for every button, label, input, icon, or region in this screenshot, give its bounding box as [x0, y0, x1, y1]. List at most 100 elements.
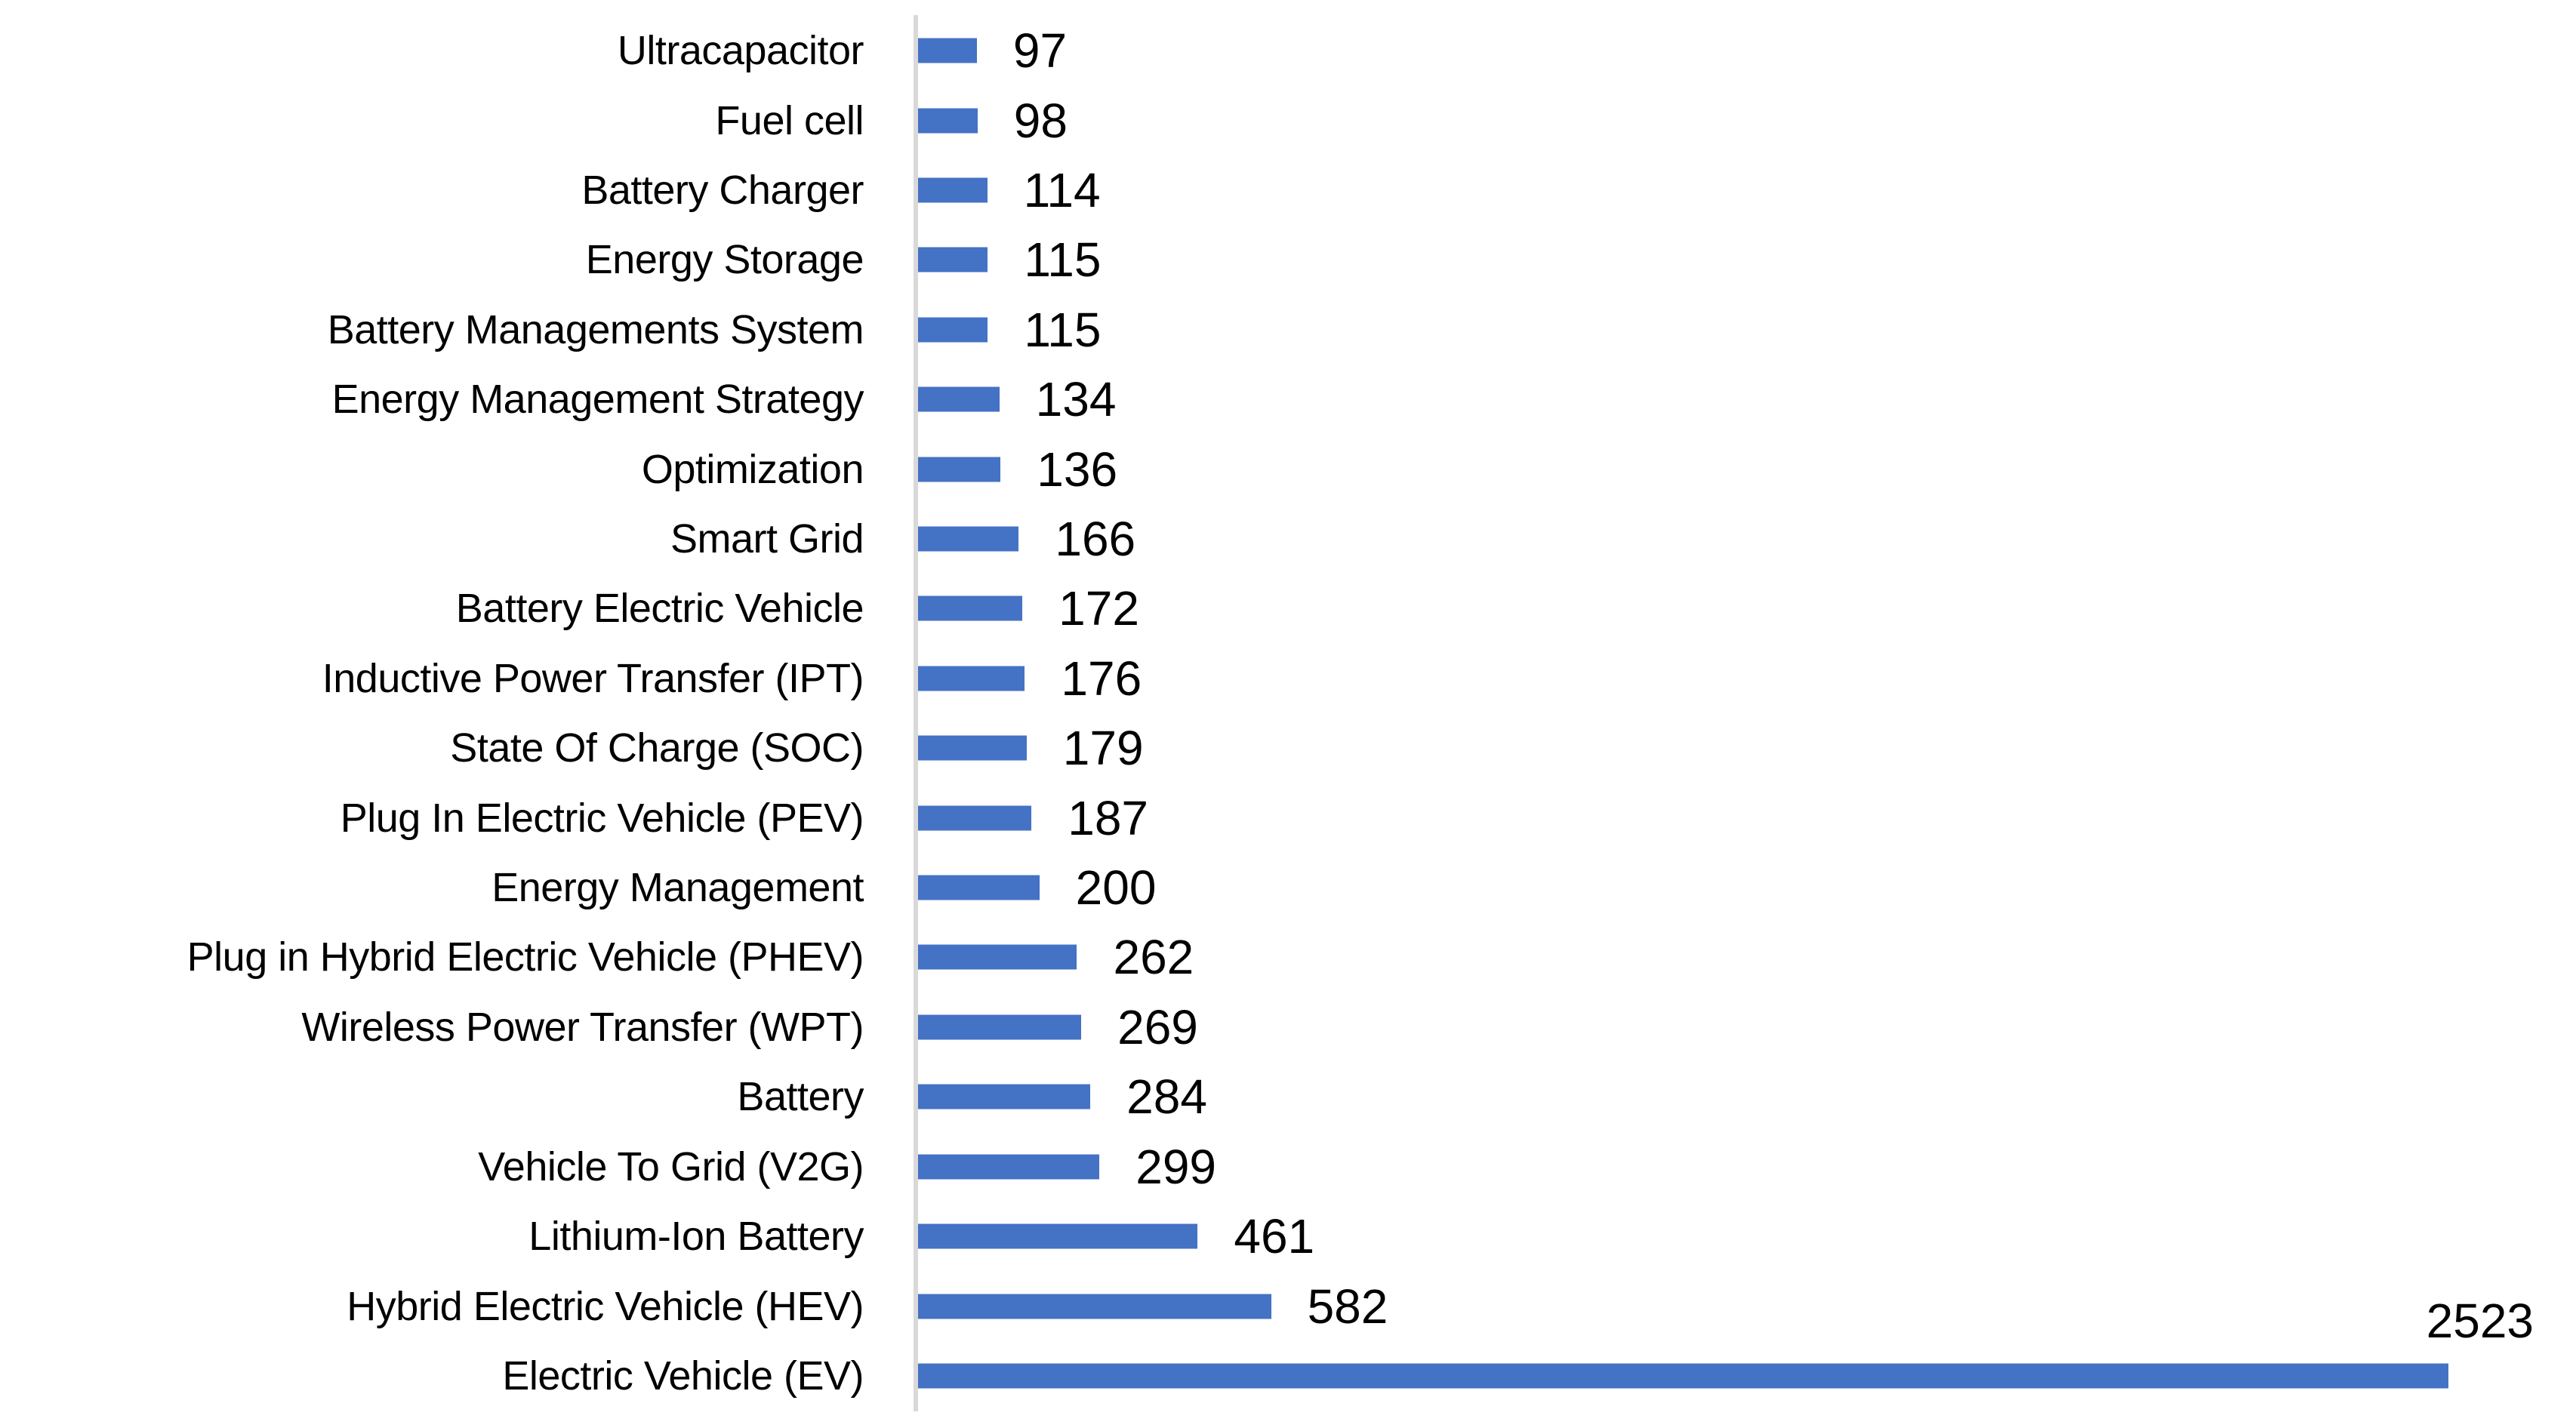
chart-row: Energy Management Strategy 134 — [0, 365, 2576, 434]
bar — [918, 38, 977, 63]
chart-row: Inductive Power Transfer (IPT) 176 — [0, 644, 2576, 713]
bar — [918, 875, 1040, 900]
category-label: Ultracapacitor — [617, 28, 864, 74]
bar-area: 200 — [918, 853, 2576, 922]
category-label: Vehicle To Grid (V2G) — [478, 1143, 864, 1189]
chart-rows: Ultracapacitor 97 Fuel cell 98 Battery C… — [0, 16, 2576, 1411]
chart-row: Lithium-Ion Battery 461 — [0, 1202, 2576, 1271]
category-label: Plug in Hybrid Electric Vehicle (PHEV) — [186, 934, 864, 980]
bar-area: 166 — [918, 504, 2576, 574]
value-label: 97 — [1012, 23, 1068, 78]
chart-row: Ultracapacitor 97 — [0, 16, 2576, 85]
chart-row: Energy Management 200 — [0, 853, 2576, 922]
bar — [918, 526, 1019, 552]
value-label: 582 — [1307, 1279, 1388, 1334]
chart-row: Fuel cell 98 — [0, 85, 2576, 155]
bar-area: 461 — [918, 1202, 2576, 1271]
category-label: Plug In Electric Vehicle (PEV) — [340, 795, 864, 841]
value-label: 115 — [1024, 302, 1102, 357]
category-label: State Of Charge (SOC) — [450, 725, 864, 771]
category-label: Energy Storage — [585, 237, 864, 283]
bar — [918, 317, 988, 343]
bar-area: 2523 — [918, 1297, 2576, 1411]
bar — [918, 1154, 1100, 1180]
value-label: 200 — [1075, 860, 1157, 916]
category-label: Energy Management Strategy — [331, 377, 864, 423]
y-axis-line — [914, 15, 918, 1411]
bar-area: 134 — [918, 365, 2576, 434]
category-label: Wireless Power Transfer (WPT) — [301, 1004, 864, 1050]
bar — [918, 247, 988, 272]
bar-area: 115 — [918, 295, 2576, 365]
bar-area: 97 — [918, 16, 2576, 85]
chart-row: Wireless Power Transfer (WPT) 269 — [0, 993, 2576, 1062]
category-label: Battery Charger — [581, 168, 864, 214]
chart-row: Optimization 136 — [0, 434, 2576, 503]
value-label: 176 — [1061, 651, 1142, 706]
bar-area: 114 — [918, 155, 2576, 225]
bar — [918, 1223, 1198, 1249]
chart-row: Hybrid Electric Vehicle (HEV) 582 — [0, 1271, 2576, 1340]
bar — [918, 735, 1027, 761]
chart-row: Plug In Electric Vehicle (PEV) 187 — [0, 783, 2576, 852]
bar-area: 115 — [918, 225, 2576, 294]
category-label: Electric Vehicle (EV) — [502, 1353, 864, 1399]
chart-row: Battery Electric Vehicle 172 — [0, 574, 2576, 643]
value-label: 299 — [1135, 1139, 1216, 1194]
bar-area: 262 — [918, 922, 2576, 992]
bar-area: 269 — [918, 993, 2576, 1062]
chart-row: Battery 284 — [0, 1062, 2576, 1131]
bar-area: 284 — [918, 1062, 2576, 1131]
category-label: Energy Management — [491, 865, 864, 911]
category-label: Battery — [737, 1074, 864, 1120]
value-label: 2523 — [2426, 1294, 2534, 1349]
value-label: 187 — [1068, 790, 1149, 845]
chart-row: Smart Grid 166 — [0, 504, 2576, 574]
value-label: 114 — [1023, 163, 1101, 218]
bar-area: 299 — [918, 1132, 2576, 1202]
category-label: Battery Managements System — [327, 306, 864, 352]
value-label: 134 — [1035, 372, 1117, 427]
value-label: 461 — [1234, 1209, 1315, 1264]
category-label: Battery Electric Vehicle — [455, 586, 864, 632]
bar — [918, 108, 978, 134]
bar-area: 98 — [918, 85, 2576, 155]
bar — [918, 1084, 1091, 1109]
bar — [918, 596, 1023, 621]
chart-row: Energy Storage 115 — [0, 225, 2576, 294]
value-label: 115 — [1024, 232, 1102, 288]
bar-area: 136 — [918, 434, 2576, 503]
value-label: 172 — [1058, 581, 1139, 636]
chart-row: Plug in Hybrid Electric Vehicle (PHEV) 2… — [0, 922, 2576, 992]
bar-area: 172 — [918, 574, 2576, 643]
bar-area: 179 — [918, 713, 2576, 783]
category-label: Fuel cell — [715, 97, 864, 143]
category-label: Lithium-Ion Battery — [528, 1214, 864, 1260]
bar-area: 176 — [918, 644, 2576, 713]
value-label: 284 — [1126, 1069, 1207, 1125]
bar-area: 187 — [918, 783, 2576, 852]
bar — [918, 386, 1000, 412]
bar-area: 582 — [918, 1271, 2576, 1340]
value-label: 262 — [1113, 930, 1194, 985]
bar — [918, 457, 1001, 482]
value-label: 98 — [1013, 93, 1068, 148]
category-label: Inductive Power Transfer (IPT) — [322, 655, 864, 701]
bar — [918, 177, 988, 203]
chart-row: Battery Managements System 115 — [0, 295, 2576, 365]
value-label: 179 — [1062, 721, 1144, 776]
value-label: 166 — [1055, 512, 1136, 567]
chart-row: Battery Charger 114 — [0, 155, 2576, 225]
bar — [918, 1363, 2448, 1389]
bar — [918, 944, 1077, 970]
value-label: 136 — [1037, 442, 1118, 497]
bar — [918, 1294, 1271, 1319]
bar — [918, 805, 1032, 831]
category-label: Hybrid Electric Vehicle (HEV) — [347, 1283, 864, 1329]
category-label: Optimization — [641, 446, 864, 492]
bar — [918, 666, 1025, 691]
chart-row: Electric Vehicle (EV) 2523 — [0, 1297, 2576, 1411]
bar — [918, 1014, 1082, 1040]
chart-row: State Of Charge (SOC) 179 — [0, 713, 2576, 783]
